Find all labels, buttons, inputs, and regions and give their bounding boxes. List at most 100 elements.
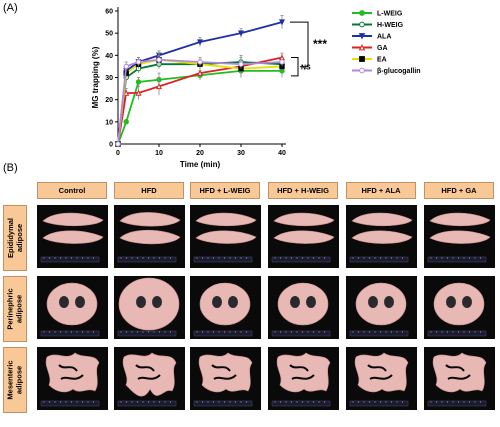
adipose-tissue-photo <box>346 205 417 268</box>
adipose-tissue-photo <box>268 276 339 339</box>
adipose-tissue-photo <box>346 347 417 410</box>
data-point-ga <box>123 89 130 96</box>
adipose-tissue-photo <box>268 347 339 410</box>
data-point--glucogallin <box>156 57 162 63</box>
tissue-illustration <box>40 282 100 337</box>
tissue-illustration <box>40 352 100 407</box>
tissue-illustration <box>271 282 331 337</box>
tissue-illustration <box>427 212 491 263</box>
x-axis-title: Time (min) <box>180 160 221 169</box>
x-tick-label: 0 <box>116 150 120 157</box>
adipose-tissue-photo <box>190 276 261 339</box>
row-label: Mesenteric adipose <box>3 347 27 413</box>
significance-bracket <box>290 21 309 68</box>
series-line-l-weig <box>117 69 282 145</box>
tissue-illustration <box>117 352 177 407</box>
legend-label--glucogallin: β-glucogallin <box>377 68 421 75</box>
row-label: Epididymal adipose <box>3 205 27 271</box>
legend-marker-h-weig <box>359 21 365 28</box>
row-label-line1: Epididymal <box>6 217 16 259</box>
legend-marker-l-weig <box>359 10 365 16</box>
legend-label-h-weig: H-WEIG <box>377 22 404 29</box>
legend-label-l-weig: L-WEIG <box>377 11 403 18</box>
x-tick-label: 10 <box>155 150 163 157</box>
adipose-tissue-photo <box>424 276 495 339</box>
data-point-ala <box>237 30 245 37</box>
adipose-tissue-photo <box>37 276 108 339</box>
tissue-illustration <box>117 277 180 337</box>
row-label-text: Mesenteric adipose <box>6 360 24 399</box>
row-label-line2: adipose <box>15 365 24 395</box>
data-point--glucogallin <box>197 59 203 65</box>
legend-label-ea: EA <box>377 57 387 64</box>
data-point--glucogallin <box>279 59 285 65</box>
legend-marker-ala <box>358 33 366 40</box>
tissue-illustration <box>40 212 104 263</box>
adipose-tissue-photo <box>268 205 339 268</box>
column-header: HFD + H-WEIG <box>268 182 338 199</box>
y-tick-label: 0 <box>109 142 113 149</box>
x-tick-label: 40 <box>278 150 286 157</box>
row-label-line2: adipose <box>15 294 25 324</box>
adipose-tissue-photo <box>114 276 185 339</box>
panel-a-label: (A) <box>3 2 18 14</box>
legend-marker--glucogallin <box>359 67 365 74</box>
legend-marker-ea <box>359 56 365 62</box>
tissue-illustration <box>193 352 253 407</box>
column-header: HFD + ALA <box>346 182 416 199</box>
x-tick-label: 30 <box>237 150 245 157</box>
column-header: Control <box>37 182 107 199</box>
legend-marker-ga <box>358 43 366 51</box>
panel-b-label: (B) <box>3 162 18 174</box>
data-point-l-weig <box>135 79 142 85</box>
column-header: HFD + GA <box>424 182 494 199</box>
data-point--glucogallin <box>123 63 129 70</box>
x-tick-label: 20 <box>196 150 204 157</box>
adipose-tissue-photo <box>424 205 495 268</box>
data-point--glucogallin <box>238 61 244 67</box>
adipose-tissue-photo <box>114 347 185 410</box>
data-point-ga <box>135 89 142 96</box>
tissue-illustration <box>349 282 409 337</box>
row-label-text: Perinephric adipose <box>6 288 24 329</box>
data-point-ala <box>278 19 286 26</box>
adipose-tissue-photo <box>190 205 261 268</box>
data-point-ga <box>155 83 163 90</box>
tissue-illustration <box>117 212 181 263</box>
tissue-illustration <box>427 282 487 337</box>
adipose-tissue-photo <box>346 276 417 339</box>
tissue-illustration <box>193 282 253 337</box>
adipose-tissue-photo <box>37 347 108 410</box>
tissue-illustration <box>349 212 413 263</box>
y-tick-label: 10 <box>105 119 113 126</box>
tissue-illustration <box>271 212 335 263</box>
mg-trapping-line-chart: 0 10 20 30 40 50 60 0 10 20 30 40 Time (min) MG trapp… <box>91 7 421 169</box>
ns-label: NS <box>301 65 311 72</box>
data-point-ga <box>196 69 204 76</box>
legend-label-ala: ALA <box>377 34 391 41</box>
y-tick-label: 30 <box>105 75 113 82</box>
data-point--glucogallin <box>135 59 142 65</box>
adipose-tissue-photo <box>424 347 495 410</box>
adipose-tissue-photo <box>37 205 108 268</box>
data-point--glucogallin <box>115 141 121 147</box>
row-label: Perinephric adipose <box>3 276 27 342</box>
tissue-illustration <box>193 212 257 263</box>
tissue-illustration <box>271 352 331 407</box>
y-tick-label: 50 <box>105 31 113 38</box>
column-header: HFD + L-WEIG <box>190 182 260 199</box>
significance-label: *** <box>313 37 327 51</box>
ns-bracket <box>291 57 299 77</box>
legend-label-ga: GA <box>377 45 388 52</box>
tissue-illustration <box>427 352 487 407</box>
row-label-text: Epididymal adipose <box>6 218 24 258</box>
tissue-illustration <box>349 352 409 407</box>
y-tick-label: 40 <box>105 53 113 60</box>
adipose-tissue-photo <box>114 205 185 268</box>
data-point-l-weig <box>123 119 129 125</box>
row-label-line2: adipose <box>15 223 25 253</box>
data-point-ala <box>196 39 204 46</box>
y-tick-label: 20 <box>105 97 113 104</box>
adipose-tissue-photo <box>190 347 261 410</box>
y-tick-label: 60 <box>105 9 113 16</box>
